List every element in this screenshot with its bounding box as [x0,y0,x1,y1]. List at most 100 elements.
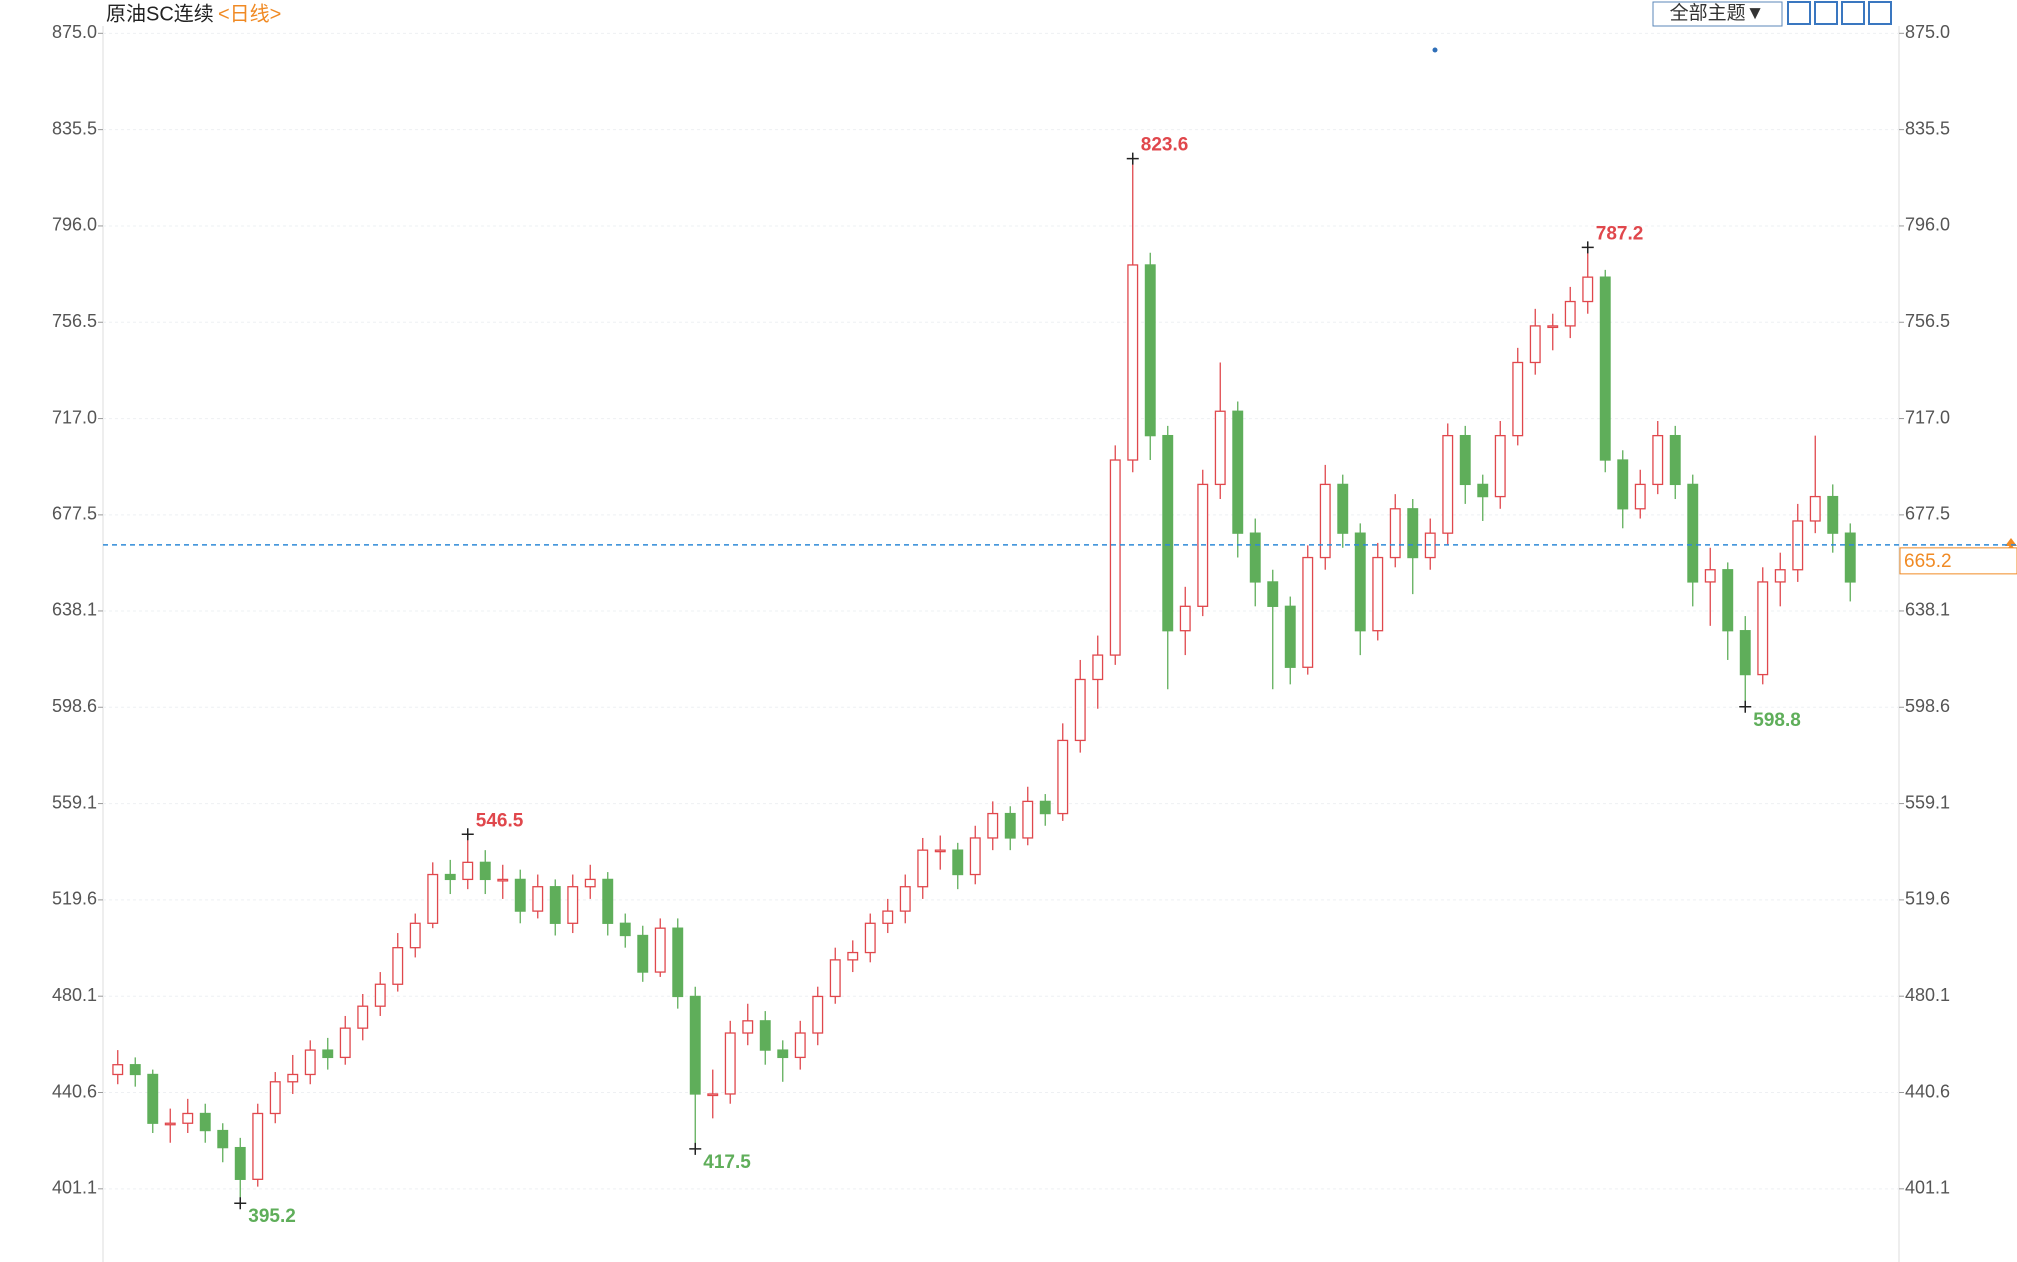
candle-body [1039,800,1051,815]
y-tick-label: 401.1 [52,1178,97,1198]
candle-body [497,878,509,882]
candle-body [1442,434,1454,534]
candle-body [1162,434,1174,632]
extreme-label: 598.8 [1753,710,1801,731]
candle-body [742,1020,754,1034]
candle-body [1372,556,1384,632]
candle-body [1109,459,1121,656]
extreme-label: 787.2 [1596,223,1644,244]
candle-body [1704,569,1716,583]
candle-body [549,886,561,924]
candle-body [1529,325,1541,364]
candle-body [1459,434,1471,486]
candle-body [532,886,544,912]
candle-body [707,1093,719,1097]
candle-body [1302,556,1314,668]
extreme-label: 395.2 [248,1206,296,1227]
candle-body [1617,459,1629,510]
y2-tick-label: 440.6 [1905,1081,1950,1101]
candle-body [794,1032,806,1059]
candle-body [1407,508,1419,559]
candle-body [199,1112,211,1132]
y-tick-label: 480.1 [52,985,97,1005]
extreme-label: 417.5 [703,1152,751,1173]
candle-body [759,1020,771,1051]
y-tick-label: 559.1 [52,792,97,812]
candle-body [1004,812,1016,839]
candle-body [1809,495,1821,522]
candle-body [374,983,386,1007]
extreme-label: 823.6 [1141,135,1189,156]
candle-body [1599,276,1611,461]
candle-body [1319,483,1331,559]
candle-body [567,886,579,924]
theme-button[interactable]: 全部主题▼ [1670,2,1765,24]
y-tick-label: 756.5 [52,311,97,331]
candle-body [987,812,999,839]
candle-body [514,878,526,912]
candle-body [689,995,701,1095]
y-tick-label: 677.5 [52,504,97,524]
candle-body [1564,300,1576,327]
y2-tick-label: 519.6 [1905,889,1950,909]
candle-body [182,1112,194,1124]
candle-body [1249,532,1261,583]
candle-body [637,934,649,973]
candle-body [917,849,929,888]
candle-body [602,878,614,924]
candle-body [1057,739,1069,815]
candle-body [1179,605,1191,632]
candle-body [409,922,421,949]
last-price-label: 665.2 [1904,551,1952,572]
y-tick-label: 796.0 [52,215,97,235]
candle-body [444,873,456,881]
y-tick-label: 638.1 [52,600,97,620]
y2-tick-label: 835.5 [1905,118,1950,138]
extreme-marker [1126,152,1139,165]
candle-body [252,1112,264,1180]
candle-body [1284,605,1296,668]
candle-body [427,873,439,924]
candle-body [934,849,946,853]
candle-body [724,1032,736,1095]
y2-tick-label: 401.1 [1905,1178,1950,1198]
candle-body [164,1122,176,1126]
candle-body [234,1146,246,1180]
candle-body [1144,264,1156,437]
candle-body [112,1064,124,1076]
y2-tick-label: 756.5 [1905,311,1950,331]
candle-body [1214,410,1226,486]
candle-body [269,1081,281,1115]
candle-body [777,1049,789,1059]
candle-body [322,1049,334,1059]
candle-body [1547,325,1559,329]
candle-body [217,1129,229,1149]
y-tick-label: 717.0 [52,407,97,427]
candle-body [357,1005,369,1029]
extreme-marker [689,1142,702,1155]
toolbar-icons[interactable] [1787,1,1892,25]
y2-tick-label: 796.0 [1905,215,1950,235]
candle-body [899,886,911,912]
y2-tick-label: 559.1 [1905,792,1950,812]
candle-body [1354,532,1366,632]
extreme-label: 546.5 [476,810,524,831]
candle-body [1844,532,1856,583]
theme-button-box[interactable] [1652,1,1783,27]
candle-body [1267,581,1279,607]
candle-body [1774,569,1786,583]
candle-body [584,878,596,888]
candle-body [882,910,894,924]
candle-body [1582,276,1594,303]
candle-body [1722,569,1734,632]
chart-subtitle: <日线> [218,2,281,25]
candle-body [129,1064,141,1076]
y2-tick-label: 875.0 [1905,22,1950,42]
candle-body [392,947,404,985]
candle-body [829,959,841,998]
y-tick-label: 835.5 [52,118,97,138]
candle-body [1512,361,1524,437]
extreme-marker [1739,700,1752,713]
candle-body [1127,264,1139,461]
